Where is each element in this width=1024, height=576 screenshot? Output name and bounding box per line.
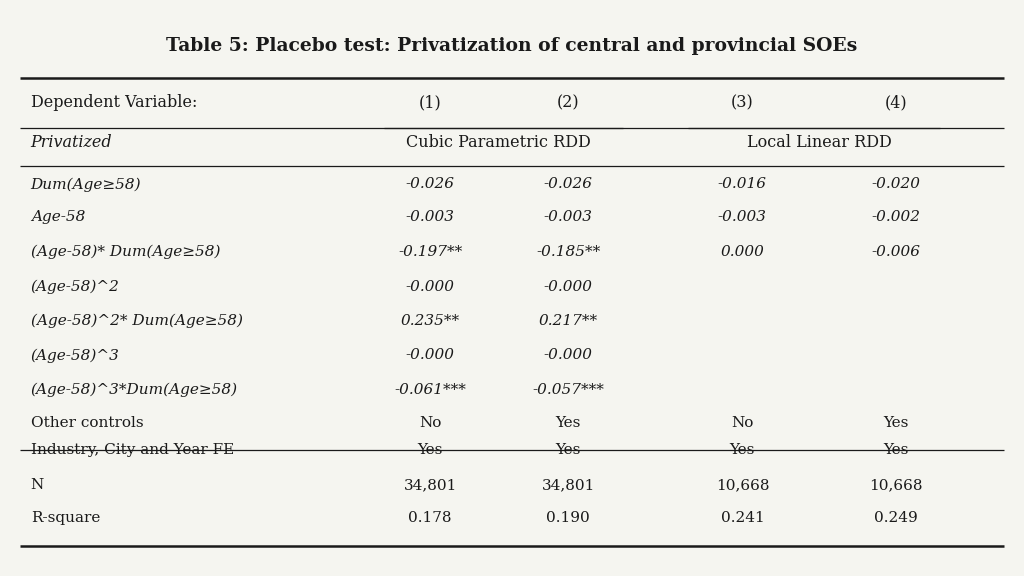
Text: R-square: R-square	[31, 511, 100, 525]
Text: Other controls: Other controls	[31, 416, 143, 430]
Text: -0.061***: -0.061***	[394, 383, 466, 397]
Text: Privatized: Privatized	[31, 134, 113, 151]
Text: (4): (4)	[885, 94, 907, 111]
Text: 10,668: 10,668	[716, 478, 769, 492]
Text: -0.016: -0.016	[718, 177, 767, 191]
Text: 0.241: 0.241	[721, 511, 764, 525]
Text: (Age-58)^2* Dum(Age≥58): (Age-58)^2* Dum(Age≥58)	[31, 314, 243, 328]
Text: -0.003: -0.003	[406, 210, 455, 223]
Text: -0.026: -0.026	[406, 177, 455, 191]
Text: 34,801: 34,801	[542, 478, 595, 492]
Text: -0.000: -0.000	[406, 280, 455, 294]
Text: -0.006: -0.006	[871, 245, 921, 259]
Text: (3): (3)	[731, 94, 754, 111]
Text: Yes: Yes	[730, 444, 755, 457]
Text: No: No	[731, 416, 754, 430]
Text: Industry, City and Year FE: Industry, City and Year FE	[31, 444, 233, 457]
Text: -0.003: -0.003	[544, 210, 593, 223]
Text: Yes: Yes	[884, 416, 908, 430]
Text: Yes: Yes	[884, 444, 908, 457]
Text: 10,668: 10,668	[869, 478, 923, 492]
Text: (Age-58)^3*Dum(Age≥58): (Age-58)^3*Dum(Age≥58)	[31, 383, 238, 397]
Text: (Age-58)^2: (Age-58)^2	[31, 280, 120, 294]
Text: Local Linear RDD: Local Linear RDD	[746, 134, 892, 151]
Text: Dependent Variable:: Dependent Variable:	[31, 94, 197, 111]
Text: Dum(Age≥58): Dum(Age≥58)	[31, 177, 141, 191]
Text: 34,801: 34,801	[403, 478, 457, 492]
Text: (2): (2)	[557, 94, 580, 111]
Text: 0.249: 0.249	[874, 511, 918, 525]
Text: -0.026: -0.026	[544, 177, 593, 191]
Text: (Age-58)^3: (Age-58)^3	[31, 348, 120, 362]
Text: Table 5: Placebo test: Privatization of central and provincial SOEs: Table 5: Placebo test: Privatization of …	[166, 37, 858, 55]
Text: 0.000: 0.000	[721, 245, 764, 259]
Text: -0.057***: -0.057***	[532, 383, 604, 397]
Text: -0.000: -0.000	[544, 348, 593, 362]
Text: -0.020: -0.020	[871, 177, 921, 191]
Text: -0.002: -0.002	[871, 210, 921, 223]
Text: (1): (1)	[419, 94, 441, 111]
Text: 0.235**: 0.235**	[400, 314, 460, 328]
Text: -0.003: -0.003	[718, 210, 767, 223]
Text: -0.197**: -0.197**	[398, 245, 462, 259]
Text: Cubic Parametric RDD: Cubic Parametric RDD	[407, 134, 591, 151]
Text: Age-58: Age-58	[31, 210, 85, 223]
Text: Yes: Yes	[418, 444, 442, 457]
Text: 0.178: 0.178	[409, 511, 452, 525]
Text: No: No	[419, 416, 441, 430]
Text: 0.217**: 0.217**	[539, 314, 598, 328]
Text: Yes: Yes	[556, 416, 581, 430]
Text: -0.000: -0.000	[406, 348, 455, 362]
Text: Yes: Yes	[556, 444, 581, 457]
Text: 0.190: 0.190	[547, 511, 590, 525]
Text: -0.000: -0.000	[544, 280, 593, 294]
Text: N: N	[31, 478, 44, 492]
Text: -0.185**: -0.185**	[537, 245, 600, 259]
Text: (Age-58)* Dum(Age≥58): (Age-58)* Dum(Age≥58)	[31, 245, 220, 259]
